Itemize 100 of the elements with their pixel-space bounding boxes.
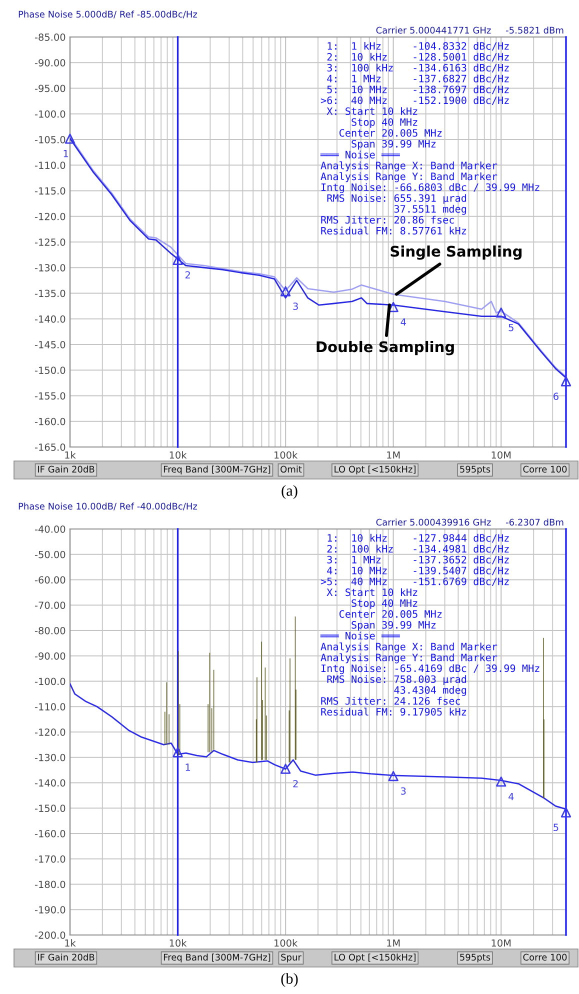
annotation: 5 <box>554 824 558 832</box>
annotation: Center 20.005 MHz <box>339 129 442 137</box>
text: (a) <box>282 485 298 499</box>
annotation: 2: 10 kHz -128.5001 dBc/Hz <box>327 52 509 62</box>
annotation: 1: 10 kHz -127.9844 dBc/Hz <box>328 534 509 543</box>
y-tick-label: -160.0 <box>34 418 66 426</box>
text: LO Opt [<150kHz] <box>334 954 416 962</box>
y-tick-label: -190.0 <box>34 906 66 914</box>
y-tick-label: -110.0 <box>34 162 66 169</box>
y-tick-label: -170.0 <box>34 855 66 863</box>
y-tick-label: -145.0 <box>34 340 66 348</box>
point <box>64 134 76 144</box>
y-tick-label: -130.0 <box>34 264 66 272</box>
annotation: Analysis Range X: Band Marker <box>320 642 498 652</box>
y-tick-label: -200.0 <box>34 931 66 939</box>
annotation: RMS Noise: 758.003 µrad <box>327 675 466 685</box>
text: 595pts <box>460 954 490 962</box>
annotation: 1 <box>64 150 68 158</box>
annotation: Residual FM: 9.17905 kHz <box>321 708 466 716</box>
annotation: Span 39.99 MHz <box>352 621 436 631</box>
text: LO Opt [<150kHz] <box>334 466 416 474</box>
point <box>388 770 398 782</box>
y-tick-label: -100.0 <box>34 678 66 686</box>
y-tick-label: -120.0 <box>34 212 66 220</box>
x-tick-label: 100k <box>274 451 298 459</box>
chart-title: Phase Noise 5.000dB/ Ref -85.00dBc/Hz <box>18 10 198 18</box>
y-tick-label: -95.00 <box>34 84 66 92</box>
point <box>280 286 291 296</box>
x-tick-label: 1k <box>65 939 76 947</box>
annotation: ═══ Noise ═══ <box>320 150 400 158</box>
x-tick-label: 1M <box>387 451 400 459</box>
x-tick-label: 1M <box>387 939 400 947</box>
x-tick-label: 100k <box>274 939 298 947</box>
annotation: Span 39.99 MHz <box>352 140 436 150</box>
y-tick-label: -155.0 <box>34 392 66 400</box>
text: IF Gain 20dB <box>38 466 94 473</box>
point <box>496 776 506 787</box>
y-tick-label: -110.0 <box>34 703 66 710</box>
annotation: 2 <box>293 780 298 788</box>
y-tick-label: -165.0 <box>34 443 66 451</box>
y-tick-label: -150.0 <box>34 804 66 812</box>
annotation: 1: 1 kHz -104.8332 dBc/Hz <box>328 42 509 51</box>
annotation: Analysis Range Y: Band Marker <box>320 172 498 182</box>
annotation: RMS Jitter: 24.126 fsec <box>321 696 460 705</box>
text: Corre 100 <box>523 466 567 473</box>
annotation: Intg Noise: -66.6803 dBc / 39.99 MHz <box>321 183 540 194</box>
annotation: 2: 100 kHz -134.4981 dBc/Hz <box>327 544 509 554</box>
text: Spur <box>281 954 302 962</box>
text: 595pts <box>460 466 490 474</box>
y-tick-label: -160.0 <box>34 830 66 838</box>
annotation: Center 20.005 MHz <box>339 610 442 618</box>
x-tick-label: 1k <box>65 451 76 459</box>
annotation: Stop 40 MHz <box>352 118 418 128</box>
y-tick-label: -140.0 <box>34 779 66 787</box>
annotation: 3: 1 MHz -137.3652 dBc/Hz <box>327 556 509 564</box>
annotation: 4: 1 MHz -137.6827 dBc/Hz <box>327 74 509 84</box>
annotation: 5: 10 MHz -138.7697 dBc/Hz <box>327 85 509 94</box>
y-tick-label: -130.0 <box>34 754 66 762</box>
x-tick-label: 10M <box>492 939 511 947</box>
y-tick-label: -80.00 <box>34 626 66 634</box>
annotation: 43.4304 mdeg <box>394 686 466 696</box>
annotation: 4: 10 MHz -139.5407 dBc/Hz <box>327 566 509 576</box>
y-tick-label: -85.00 <box>34 33 66 41</box>
annotation: Analysis Range Y: Band Marker <box>320 653 498 664</box>
x-tick-label: 10k <box>170 451 187 459</box>
point <box>172 747 183 758</box>
text: Corre 100 <box>523 954 567 961</box>
y-tick-label: -105.0 <box>34 136 66 144</box>
annotation: >5: 40 MHz -151.6769 dBc/Hz <box>320 577 509 586</box>
y-tick-label: -50.00 <box>34 550 66 558</box>
annotation: 4 <box>400 318 406 326</box>
chart-subtitle: Carrier 5.000439916 GHz -6.2307 dBm <box>376 518 564 526</box>
text: (b) <box>281 973 298 987</box>
annotation: 1 <box>186 764 190 771</box>
annotation: 6 <box>554 392 558 400</box>
y-tick-label: -120.0 <box>34 728 66 736</box>
y-tick-label: -115.0 <box>34 187 66 195</box>
y-tick-label: -140.0 <box>34 315 66 323</box>
annotation: X: Start 10 kHz <box>326 107 418 116</box>
x-tick-label: 10M <box>492 451 511 459</box>
annotation: Stop 40 MHz <box>352 599 418 609</box>
annotation: 5 <box>508 324 514 332</box>
y-tick-label: -60.00 <box>34 576 66 584</box>
annotation: 2 <box>185 271 190 278</box>
y-tick-label: -150.0 <box>34 366 66 374</box>
text: Omit <box>280 466 302 473</box>
y-tick-label: -135.0 <box>34 290 66 298</box>
annotation: 37.5511 mdeg <box>394 204 466 215</box>
x-tick-label: 10k <box>170 939 187 947</box>
point <box>172 254 183 266</box>
point <box>496 307 506 318</box>
annotation: X: Start 10 kHz <box>326 588 418 596</box>
y-tick-label: -180.0 <box>34 880 66 888</box>
point <box>280 764 291 774</box>
text: IF Gain 20dB <box>38 954 94 961</box>
y-tick-label: -70.00 <box>34 602 66 609</box>
annotation: 3: 100 kHz -134.6163 dBc/Hz <box>327 64 509 72</box>
text: Freq Band [300M-7GHz] <box>164 466 270 474</box>
annotation: Double Sampling <box>316 340 454 356</box>
annotation: RMS Noise: 655.391 µrad <box>327 194 466 204</box>
